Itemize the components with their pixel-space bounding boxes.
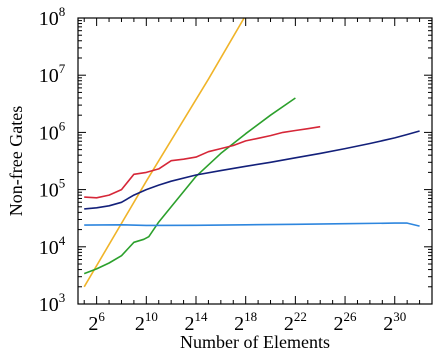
x-tick-label: 210 [135,309,158,335]
x-tick-label: 230 [383,309,406,335]
series-line-3 [84,125,321,199]
y-tick-label: 104 [39,233,66,259]
series-line-5 [84,222,420,227]
x-tick-label: 214 [185,309,209,335]
y-tick-label: 105 [39,176,66,202]
series-line-4 [84,130,420,210]
ticks-layer: 26 210 214 218 222 226 230 103 104 105 106 107 108 [39,4,433,335]
x-tick-label: 26 [88,309,105,335]
y-axis-label: Non-free Gates [6,106,26,216]
x-tick-label: 218 [234,309,257,335]
x-tick-label: 226 [334,309,358,335]
series-line-2 [83,97,296,275]
x-axis-label: Number of Elements [180,332,330,352]
series-line-1 [83,18,246,288]
plot-frame [77,17,433,305]
x-tick-label: 222 [284,309,307,335]
y-tick-label: 107 [39,61,66,87]
y-tick-label: 108 [39,4,66,30]
y-tick-label: 103 [39,290,66,316]
y-tick-label: 106 [39,118,66,144]
series-layer [83,18,420,288]
